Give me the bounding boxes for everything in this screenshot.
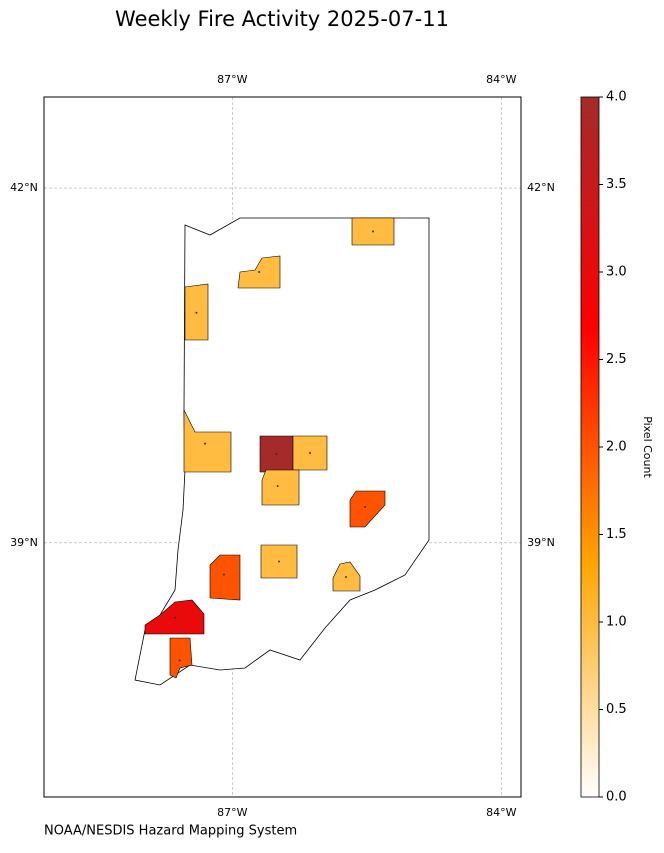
colorbar-tick-label: 3.0: [606, 265, 627, 280]
colorbar-label: Pixel Count: [641, 416, 654, 478]
fire-point: [223, 573, 225, 576]
lat-label: 42°N: [10, 181, 38, 194]
fire-point: [195, 311, 198, 314]
lat-label: 42°N: [527, 181, 555, 194]
colorbar-tick-label: 2.0: [606, 440, 627, 455]
credit: NOAA/NESDIS Hazard Mapping System: [44, 824, 297, 839]
colorbar-tick-label: 2.5: [606, 352, 627, 367]
lat-label: 39°N: [527, 536, 555, 549]
fire-point: [275, 453, 278, 455]
fire-point: [174, 616, 176, 619]
colorbar: [580, 96, 600, 798]
fire-point: [278, 560, 280, 563]
fire-county: [183, 409, 232, 473]
fire-point: [258, 271, 261, 273]
fire-point: [345, 576, 347, 578]
lon-label: 84°W: [486, 73, 516, 86]
colorbar-tick-label: 1.5: [606, 527, 627, 542]
colorbar-tick-label: 0.5: [606, 702, 627, 717]
fire-point: [309, 452, 311, 454]
fire-point: [178, 659, 181, 662]
fire-county: [209, 554, 241, 601]
colorbar-tick-label: 0.0: [606, 790, 627, 805]
map-frame: [43, 96, 522, 798]
lon-label: 87°W: [217, 806, 247, 819]
fire-county: [169, 637, 193, 679]
colorbar-tick-label: 1.0: [606, 615, 627, 630]
fire-point: [372, 230, 374, 233]
fire-point: [364, 505, 367, 508]
lon-label: 84°W: [486, 806, 516, 819]
fire-point: [204, 442, 206, 445]
fire-point: [276, 485, 279, 487]
title: Weekly Fire Activity 2025-07-11: [115, 7, 449, 31]
fire-county: [349, 490, 386, 528]
colorbar-tick-label: 3.5: [606, 177, 627, 192]
colorbar-tick-label: 4.0: [606, 90, 627, 105]
lat-label: 39°N: [10, 536, 38, 549]
fire-county: [261, 469, 300, 506]
lon-label: 87°W: [217, 73, 247, 86]
